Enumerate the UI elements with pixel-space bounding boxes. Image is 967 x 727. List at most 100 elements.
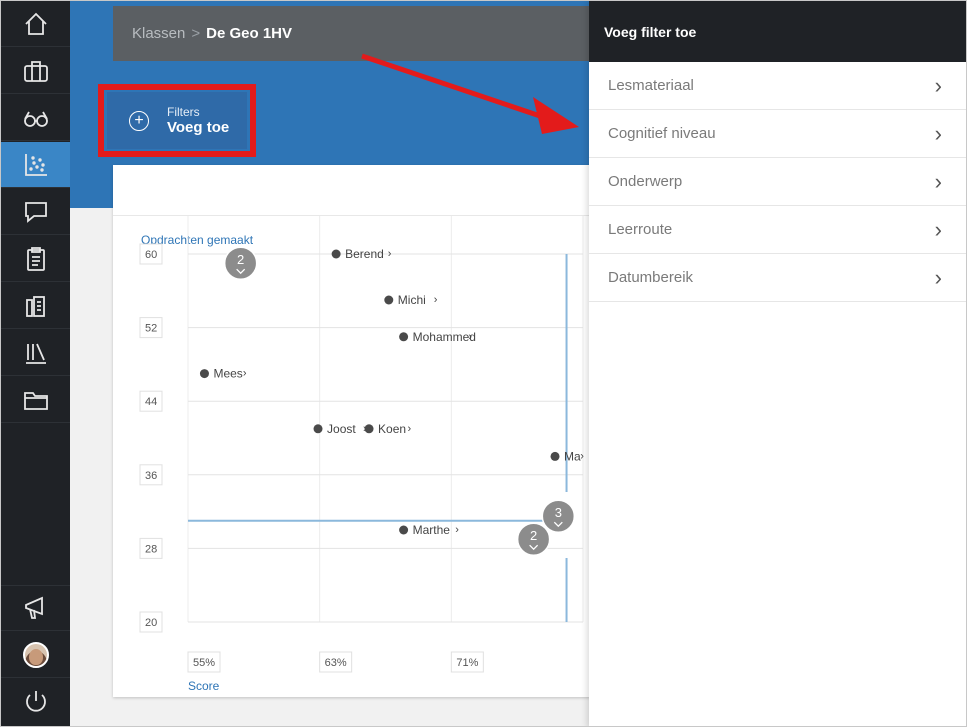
student-point[interactable]: Joost› [313, 422, 368, 436]
cluster-count: 2 [530, 528, 537, 543]
point-marker [384, 295, 394, 305]
card-header-divider [113, 215, 591, 216]
chevron-right-icon: › [934, 168, 942, 194]
nav-books[interactable] [1, 283, 70, 329]
chat-bubble-icon [24, 201, 47, 223]
add-filter-button[interactable]: + Filters Voeg toe [107, 92, 247, 149]
chevron-down-icon [553, 521, 563, 528]
library-icon [25, 343, 46, 364]
briefcase-icon [23, 60, 48, 82]
filter-option-datumbereik[interactable]: Datumbereik › [589, 254, 966, 302]
student-point[interactable]: Marthe › [399, 523, 459, 537]
x-tick-label: 71% [456, 657, 478, 669]
filter-option-cognitief-niveau[interactable]: Cognitief niveau › [589, 110, 966, 158]
y-axis-label: Opdrachten gemaakt [141, 233, 254, 247]
nav-home[interactable] [1, 1, 70, 47]
chevron-right-icon: › [468, 331, 472, 343]
chevron-down-icon [529, 544, 539, 551]
panel-title: Voeg filter toe [589, 1, 966, 62]
x-axis-label: Score [188, 679, 220, 693]
chart-card: Opdrachten gemaakt Score 60 52 44 36 28 20 55%… [113, 165, 591, 697]
filter-option-label: Leerroute [608, 221, 673, 238]
point-label: Koen [378, 422, 406, 436]
chevron-right-icon: › [580, 450, 584, 462]
chevron-down-icon [236, 268, 246, 275]
nav-announcements[interactable] [1, 585, 70, 631]
nav-glasses[interactable] [1, 95, 70, 141]
chevron-right-icon: › [455, 524, 459, 536]
point-label: Berend [345, 247, 384, 261]
filter-option-lesmateriaal[interactable]: Lesmateriaal › [589, 62, 966, 110]
filter-option-onderwerp[interactable]: Onderwerp › [589, 158, 966, 206]
chevron-right-icon: › [934, 264, 942, 290]
breadcrumb-parent[interactable]: Klassen [132, 25, 186, 42]
add-filter-text: Filters Voeg toe [167, 105, 229, 136]
filter-option-label: Datumbereik [608, 269, 694, 286]
chevron-right-icon: › [243, 368, 247, 380]
cluster-bubble[interactable]: 2 [516, 522, 551, 556]
student-point[interactable]: Mohammed› [399, 330, 476, 344]
student-point[interactable]: Mees › [199, 367, 247, 381]
point-marker [313, 424, 323, 434]
x-tick-box [450, 651, 484, 673]
student-point[interactable]: Koen › [364, 422, 412, 436]
cluster-circle [223, 246, 258, 280]
y-tick-label: 36 [145, 470, 157, 482]
chevron-right-icon: › [407, 423, 411, 435]
chevron-right-icon: › [388, 248, 392, 260]
student-point[interactable]: Berend › [331, 247, 392, 261]
y-tick-label: 60 [145, 249, 157, 261]
nav-briefcase[interactable] [1, 48, 70, 94]
avatar [22, 641, 49, 668]
power-icon [25, 691, 46, 712]
y-tick-box [139, 537, 163, 559]
breadcrumb: Klassen > De Geo 1HV [113, 6, 593, 61]
cluster-bubble[interactable]: 2 [223, 246, 258, 280]
point-label: Mohammed [413, 330, 476, 344]
student-point[interactable]: Michi › [384, 293, 438, 307]
point-label: Joost [327, 422, 356, 436]
y-tick-label: 44 [145, 396, 157, 408]
sidebar [1, 1, 70, 726]
nav-logout[interactable] [1, 679, 70, 725]
breadcrumb-separator: > [191, 25, 201, 42]
point-marker [199, 369, 209, 379]
point-marker [364, 424, 374, 434]
y-tick-box [139, 317, 163, 339]
x-tick-box [187, 651, 221, 673]
cluster-count: 2 [237, 252, 244, 267]
highlight-box [98, 84, 256, 157]
glasses-icon [23, 111, 48, 127]
filter-option-label: Cognitief niveau [608, 125, 716, 142]
y-tick-box [139, 243, 163, 265]
cluster-count: 3 [555, 505, 562, 520]
chevron-right-icon: › [434, 294, 438, 306]
filter-panel: Voeg filter toe Lesmateriaal › Cognitief… [589, 1, 966, 726]
cluster-bubble[interactable]: 3 [541, 499, 576, 533]
nav-files[interactable] [1, 377, 70, 423]
nav-messages[interactable] [1, 189, 70, 235]
filter-option-leerroute[interactable]: Leerroute › [589, 206, 966, 254]
plus-circle-icon: + [129, 110, 149, 131]
nav-library[interactable] [1, 330, 70, 376]
chevron-right-icon: › [934, 216, 942, 242]
student-point[interactable]: Ma › [550, 449, 585, 463]
nav-assignments[interactable] [1, 236, 70, 282]
y-tick-box [139, 464, 163, 486]
cluster-circle [516, 522, 551, 556]
megaphone-icon [24, 596, 43, 619]
nav-profile[interactable] [1, 632, 70, 678]
x-tick-label: 55% [193, 657, 215, 669]
filter-option-label: Onderwerp [608, 173, 683, 190]
folder-icon [23, 391, 48, 410]
y-tick-box [139, 390, 163, 412]
scatter-chart-icon [24, 153, 47, 176]
breadcrumb-current: De Geo 1HV [206, 25, 293, 42]
point-label: Mees [213, 367, 242, 381]
books-icon [25, 295, 45, 317]
point-marker [550, 451, 560, 461]
point-marker [399, 332, 409, 342]
nav-analytics[interactable] [1, 142, 70, 188]
filter-option-label: Lesmateriaal [608, 77, 694, 94]
